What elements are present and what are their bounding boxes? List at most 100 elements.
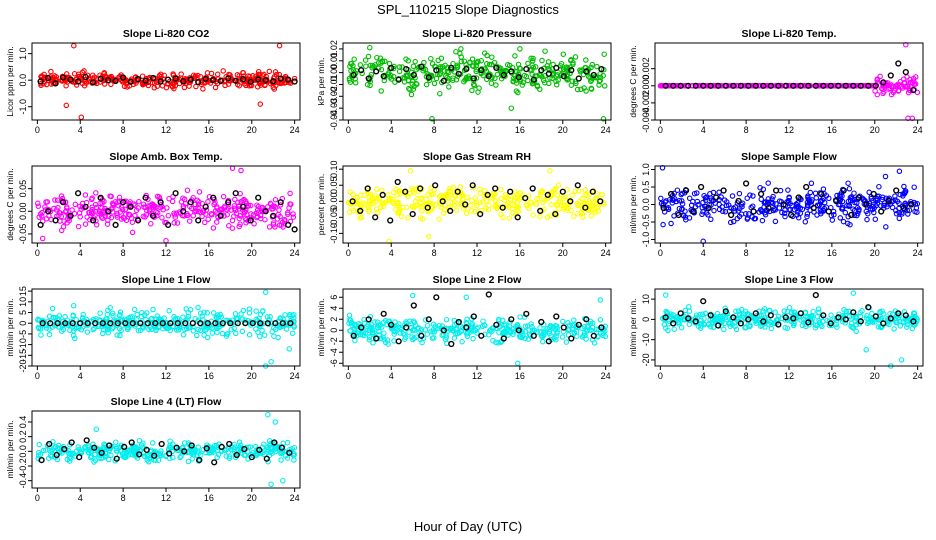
data-point: [555, 201, 561, 208]
data-point: [396, 188, 403, 194]
data-point: [365, 53, 372, 60]
data-point: [253, 308, 259, 314]
hourly-point: [477, 211, 484, 218]
data-point: [158, 71, 164, 78]
data-point: [35, 317, 41, 323]
y-tick-label: 0.02: [329, 40, 339, 58]
data-point: [876, 183, 882, 190]
data-point: [121, 454, 128, 461]
data-point: [584, 324, 591, 330]
y-tick-label: 0.05: [329, 176, 339, 194]
data-point: [673, 198, 679, 205]
data-point: [170, 454, 176, 461]
hourly-point: [737, 320, 744, 327]
data-point: [100, 444, 107, 451]
data-point: [529, 327, 536, 333]
outlier-point: [78, 114, 85, 121]
hourly-point: [365, 316, 372, 323]
data-point: [117, 332, 123, 339]
hourly-point: [410, 71, 417, 79]
data-point: [555, 199, 562, 205]
x-tick-label: 4: [78, 493, 83, 503]
data-point: [714, 310, 721, 317]
hourly-point: [425, 74, 432, 81]
data-point: [521, 72, 528, 79]
data-point: [747, 192, 753, 198]
outlier-point: [426, 233, 432, 240]
hourly-point: [692, 318, 699, 325]
data-point: [537, 213, 543, 220]
x-tick-label: 24: [601, 371, 611, 381]
data-point: [582, 192, 588, 198]
data-point: [180, 449, 187, 456]
hourly-point: [523, 65, 530, 73]
data-point: [407, 86, 413, 93]
hourly-point: [589, 188, 596, 195]
data-point: [161, 315, 167, 321]
data-point: [786, 195, 792, 201]
data-point: [554, 330, 560, 337]
data-point: [190, 452, 197, 458]
data-point: [842, 209, 849, 216]
data-point: [517, 66, 524, 72]
data-point: [71, 71, 78, 77]
hourly-point: [104, 77, 112, 84]
data-point: [474, 325, 480, 332]
data-point: [736, 190, 743, 197]
hourly-point: [227, 320, 234, 327]
data-point: [425, 191, 431, 198]
data-point: [904, 324, 910, 330]
data-point: [43, 325, 50, 331]
data-point: [403, 73, 409, 79]
data-point: [679, 190, 685, 197]
data-point: [721, 326, 727, 333]
hourly-point: [54, 320, 61, 327]
outlier-point: [898, 357, 905, 363]
y-tick-label: 0.01: [329, 52, 339, 70]
hourly-point: [803, 183, 810, 191]
hourly-point: [568, 335, 575, 342]
data-point: [132, 212, 138, 219]
data-point: [392, 206, 399, 212]
hourly-point: [37, 221, 44, 229]
data-point: [872, 216, 879, 223]
data-point: [403, 56, 409, 62]
hourly-point: [365, 75, 372, 82]
data-point: [194, 332, 200, 339]
data-point: [902, 83, 908, 90]
data-point: [515, 208, 522, 215]
y-tick-label: 0.05: [18, 180, 28, 198]
data-point: [727, 323, 733, 330]
data-point: [442, 193, 449, 200]
data-point: [794, 203, 801, 210]
data-point: [674, 187, 681, 193]
data-point: [534, 73, 540, 79]
data-point: [840, 218, 847, 225]
hourly-point: [690, 208, 697, 215]
hourly-point: [660, 204, 667, 212]
data-point: [757, 184, 763, 191]
hourly-point: [707, 312, 714, 319]
data-point: [524, 202, 530, 209]
outlier-point: [597, 297, 604, 303]
data-point: [473, 202, 480, 209]
x-tick-label: 24: [290, 248, 300, 258]
chart-title: Slope Line 2 Flow: [433, 274, 523, 286]
data-point: [392, 329, 398, 335]
hourly-point: [197, 320, 204, 327]
outlier-point: [268, 481, 274, 488]
y-tick-label: 0.2: [18, 430, 28, 443]
x-tick-label: 0: [658, 125, 663, 135]
data-point: [366, 76, 373, 83]
data-point: [60, 326, 67, 333]
data-point: [135, 205, 142, 211]
data-point: [52, 197, 58, 203]
data-point: [529, 324, 535, 330]
data-point: [139, 73, 146, 79]
hourly-point: [590, 332, 597, 339]
hourly-point: [121, 443, 128, 451]
hourly-point: [574, 182, 581, 189]
data-point: [204, 310, 211, 316]
hourly-point: [500, 335, 507, 342]
hourly-point: [760, 318, 767, 325]
